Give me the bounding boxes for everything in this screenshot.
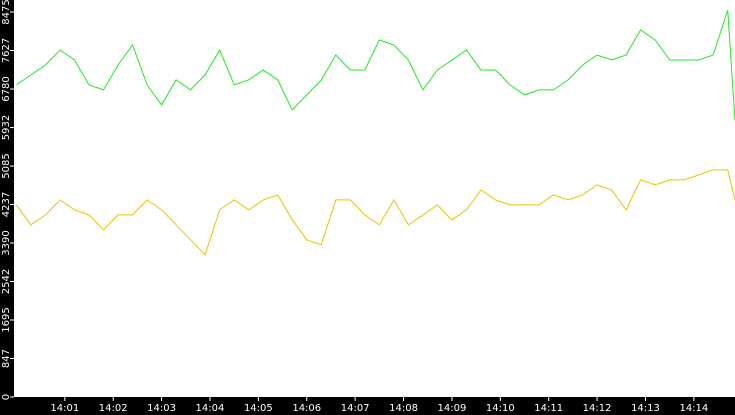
- y-tick-label: 8475: [1, 0, 12, 25]
- x-tick-label: 14:06: [292, 403, 321, 414]
- x-tick-label: 14:05: [244, 403, 273, 414]
- series-line: [16, 9, 735, 120]
- y-tick-label: 847: [1, 349, 12, 368]
- y-tick-label: 2542: [1, 269, 12, 294]
- y-tick-label: 1695: [1, 307, 12, 332]
- x-tick-label: 14:03: [147, 403, 176, 414]
- x-tick-label: 14:13: [631, 403, 660, 414]
- y-tick-label: 5932: [1, 115, 12, 140]
- x-tick-label: 14:10: [486, 403, 515, 414]
- x-axis-strip: [0, 397, 735, 415]
- y-tick-label: 3390: [1, 230, 12, 255]
- x-tick-label: 14:09: [438, 403, 467, 414]
- y-axis-strip: [0, 0, 14, 415]
- x-tick-label: 14:11: [534, 403, 563, 414]
- x-tick-label: 14:07: [341, 403, 370, 414]
- y-tick-label: 7627: [1, 38, 12, 63]
- x-tick-label: 14:02: [99, 403, 128, 414]
- x-tick-label: 14:12: [583, 403, 612, 414]
- y-tick-label: 5085: [1, 153, 12, 178]
- x-tick-label: 14:14: [679, 403, 708, 414]
- series-line: [15, 169, 735, 256]
- y-tick-label: 0: [1, 394, 12, 400]
- y-tick-label: 6780: [1, 76, 12, 101]
- x-tick-label: 14:08: [389, 403, 418, 414]
- x-tick-label: 14:04: [196, 403, 225, 414]
- y-tick-label: 4237: [1, 192, 12, 217]
- x-tick-label: 14:01: [50, 403, 79, 414]
